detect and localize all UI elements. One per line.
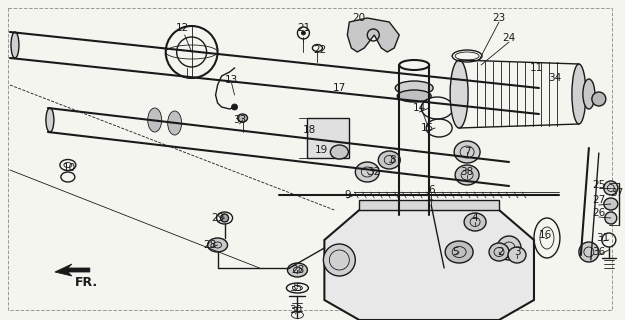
- Ellipse shape: [572, 64, 586, 124]
- Ellipse shape: [445, 241, 473, 263]
- Ellipse shape: [398, 90, 431, 102]
- Text: 33: 33: [233, 115, 246, 125]
- Text: 14: 14: [412, 103, 426, 113]
- Circle shape: [301, 31, 306, 35]
- Ellipse shape: [378, 151, 400, 169]
- Polygon shape: [308, 118, 349, 158]
- Polygon shape: [55, 264, 90, 276]
- Text: 28: 28: [203, 240, 216, 250]
- Ellipse shape: [455, 165, 479, 185]
- Text: 6: 6: [428, 185, 434, 195]
- Ellipse shape: [604, 181, 618, 195]
- Text: 28: 28: [291, 265, 304, 275]
- Text: 20: 20: [352, 13, 366, 23]
- Ellipse shape: [592, 92, 606, 106]
- Text: 3: 3: [514, 247, 521, 257]
- Text: 38: 38: [461, 167, 474, 177]
- Text: 24: 24: [503, 33, 516, 43]
- Ellipse shape: [497, 236, 521, 260]
- Text: 36: 36: [592, 247, 606, 257]
- Ellipse shape: [489, 243, 509, 261]
- Text: 12: 12: [176, 23, 189, 33]
- Text: 11: 11: [529, 63, 542, 73]
- Ellipse shape: [464, 213, 486, 231]
- Text: 9: 9: [344, 190, 351, 200]
- Text: 4: 4: [472, 213, 478, 223]
- Text: 32: 32: [368, 167, 381, 177]
- Ellipse shape: [454, 141, 480, 163]
- Text: 7: 7: [464, 147, 471, 157]
- Text: 17: 17: [332, 83, 346, 93]
- Ellipse shape: [356, 162, 379, 182]
- Text: 10: 10: [63, 163, 76, 173]
- Ellipse shape: [605, 212, 617, 224]
- Polygon shape: [348, 18, 399, 52]
- Text: 5: 5: [452, 247, 458, 257]
- Circle shape: [426, 200, 436, 210]
- Ellipse shape: [148, 108, 162, 132]
- Text: 2: 2: [498, 247, 504, 257]
- Text: 34: 34: [548, 73, 561, 83]
- Text: 21: 21: [297, 23, 310, 33]
- Text: 18: 18: [302, 125, 316, 135]
- Ellipse shape: [508, 247, 526, 263]
- Polygon shape: [359, 200, 499, 210]
- Circle shape: [231, 104, 238, 110]
- Text: 25: 25: [592, 180, 606, 190]
- Text: 23: 23: [492, 13, 506, 23]
- Ellipse shape: [331, 145, 348, 159]
- Text: 29: 29: [211, 213, 224, 223]
- Text: 30: 30: [289, 305, 302, 315]
- Ellipse shape: [450, 60, 468, 128]
- Ellipse shape: [399, 210, 429, 220]
- Ellipse shape: [604, 198, 618, 210]
- Ellipse shape: [395, 81, 433, 95]
- Text: 8: 8: [389, 155, 396, 165]
- Ellipse shape: [46, 108, 54, 132]
- Text: 13: 13: [225, 75, 238, 85]
- Text: FR.: FR.: [75, 276, 98, 290]
- Text: 37: 37: [610, 188, 624, 198]
- Circle shape: [221, 214, 229, 222]
- Text: 22: 22: [312, 45, 326, 55]
- Ellipse shape: [208, 238, 227, 252]
- Ellipse shape: [11, 32, 19, 58]
- Ellipse shape: [238, 114, 248, 122]
- Text: 35: 35: [289, 283, 302, 293]
- Circle shape: [579, 242, 599, 262]
- Ellipse shape: [323, 244, 356, 276]
- Ellipse shape: [168, 111, 182, 135]
- Text: 19: 19: [315, 145, 328, 155]
- Text: 27: 27: [592, 195, 606, 205]
- Ellipse shape: [583, 79, 595, 109]
- Ellipse shape: [288, 263, 308, 277]
- Polygon shape: [324, 210, 534, 320]
- Text: 31: 31: [596, 233, 609, 243]
- Text: 15: 15: [421, 123, 434, 133]
- Text: 26: 26: [592, 208, 606, 218]
- Text: 16: 16: [538, 230, 552, 240]
